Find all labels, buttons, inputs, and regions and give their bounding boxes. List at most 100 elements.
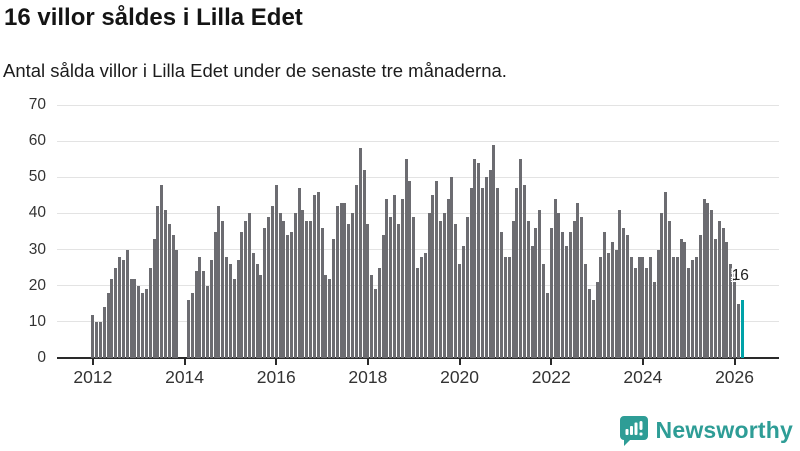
bar[interactable] — [419, 256, 423, 358]
bar[interactable] — [477, 162, 481, 358]
bar[interactable] — [576, 202, 580, 358]
bar[interactable] — [557, 213, 561, 358]
bar[interactable] — [683, 242, 687, 358]
bar[interactable] — [293, 213, 297, 358]
bar[interactable] — [163, 209, 167, 358]
newsworthy-logo[interactable]: Newsworthy — [619, 415, 793, 446]
bar[interactable] — [324, 274, 328, 358]
bar[interactable] — [114, 267, 118, 358]
bar[interactable] — [614, 249, 618, 358]
bar[interactable] — [198, 256, 202, 358]
bar[interactable] — [125, 249, 129, 358]
bar[interactable] — [542, 264, 546, 358]
bar[interactable] — [267, 217, 271, 358]
bar[interactable] — [595, 282, 599, 358]
bar[interactable] — [607, 253, 611, 358]
bar[interactable] — [121, 260, 125, 358]
bar[interactable] — [221, 220, 225, 358]
bar[interactable] — [312, 195, 316, 358]
bar[interactable] — [473, 159, 477, 358]
bar[interactable] — [435, 180, 439, 358]
bar[interactable] — [374, 289, 378, 358]
bar[interactable] — [587, 289, 591, 358]
bar[interactable] — [629, 256, 633, 358]
bar[interactable] — [328, 278, 332, 358]
bar[interactable] — [354, 184, 358, 358]
bar[interactable] — [664, 191, 668, 358]
bar[interactable] — [366, 224, 370, 358]
bar[interactable] — [144, 289, 148, 358]
bar[interactable] — [400, 198, 404, 358]
bar[interactable] — [469, 188, 473, 358]
bar[interactable] — [713, 238, 717, 358]
bar[interactable] — [316, 191, 320, 358]
bar[interactable] — [282, 220, 286, 358]
bar[interactable] — [675, 256, 679, 358]
bar[interactable] — [393, 195, 397, 358]
bar[interactable] — [736, 303, 740, 358]
bar[interactable] — [626, 235, 630, 358]
bar[interactable] — [133, 278, 137, 358]
bar[interactable] — [236, 260, 240, 358]
bar[interactable] — [568, 231, 572, 358]
bar[interactable] — [228, 264, 232, 358]
bar[interactable] — [389, 217, 393, 358]
bar[interactable] — [309, 220, 313, 358]
bar[interactable] — [438, 220, 442, 358]
bar[interactable] — [358, 148, 362, 358]
bar[interactable] — [710, 209, 714, 358]
bar[interactable] — [274, 184, 278, 358]
bar[interactable] — [412, 217, 416, 358]
bar[interactable] — [141, 292, 145, 358]
bar[interactable] — [656, 249, 660, 358]
bar[interactable] — [99, 321, 103, 358]
bar[interactable] — [95, 321, 99, 358]
bar[interactable] — [370, 274, 374, 358]
bar[interactable] — [110, 278, 114, 358]
bar[interactable] — [641, 256, 645, 358]
bar[interactable] — [263, 227, 267, 358]
bar[interactable] — [381, 235, 385, 358]
bar[interactable] — [733, 271, 737, 358]
bar[interactable] — [347, 224, 351, 358]
bar[interactable] — [423, 253, 427, 358]
bar[interactable] — [511, 220, 515, 358]
bar[interactable] — [660, 213, 664, 358]
bar[interactable] — [290, 231, 293, 358]
bar[interactable] — [156, 206, 160, 358]
bar[interactable] — [534, 227, 538, 358]
bar[interactable] — [698, 235, 702, 358]
bar[interactable] — [668, 220, 672, 358]
bar[interactable] — [484, 177, 488, 358]
bar[interactable] — [522, 184, 526, 358]
bar[interactable] — [137, 285, 141, 358]
bar[interactable] — [603, 231, 607, 358]
bar[interactable] — [565, 245, 568, 358]
bar[interactable] — [278, 213, 282, 358]
bar[interactable] — [507, 256, 511, 358]
bar[interactable] — [549, 227, 553, 358]
bar[interactable] — [572, 220, 576, 358]
bar[interactable] — [255, 264, 259, 358]
bar[interactable] — [496, 188, 500, 358]
bar[interactable] — [584, 264, 588, 358]
bar[interactable] — [385, 198, 389, 358]
bar[interactable] — [721, 227, 725, 358]
bar[interactable] — [702, 198, 706, 358]
bar[interactable] — [225, 256, 229, 358]
bar[interactable] — [251, 253, 255, 358]
bar[interactable] — [503, 256, 507, 358]
bar[interactable] — [427, 213, 431, 358]
bar[interactable] — [160, 184, 164, 358]
bar[interactable] — [645, 267, 649, 358]
bar[interactable] — [729, 264, 733, 358]
bar[interactable] — [408, 180, 412, 358]
bar[interactable] — [396, 224, 400, 358]
bar[interactable] — [171, 235, 175, 358]
bar[interactable] — [404, 159, 408, 358]
bar[interactable] — [706, 202, 710, 358]
bar[interactable] — [205, 285, 209, 358]
bar[interactable] — [717, 220, 721, 358]
bar[interactable] — [377, 267, 381, 358]
bar[interactable] — [725, 242, 729, 358]
